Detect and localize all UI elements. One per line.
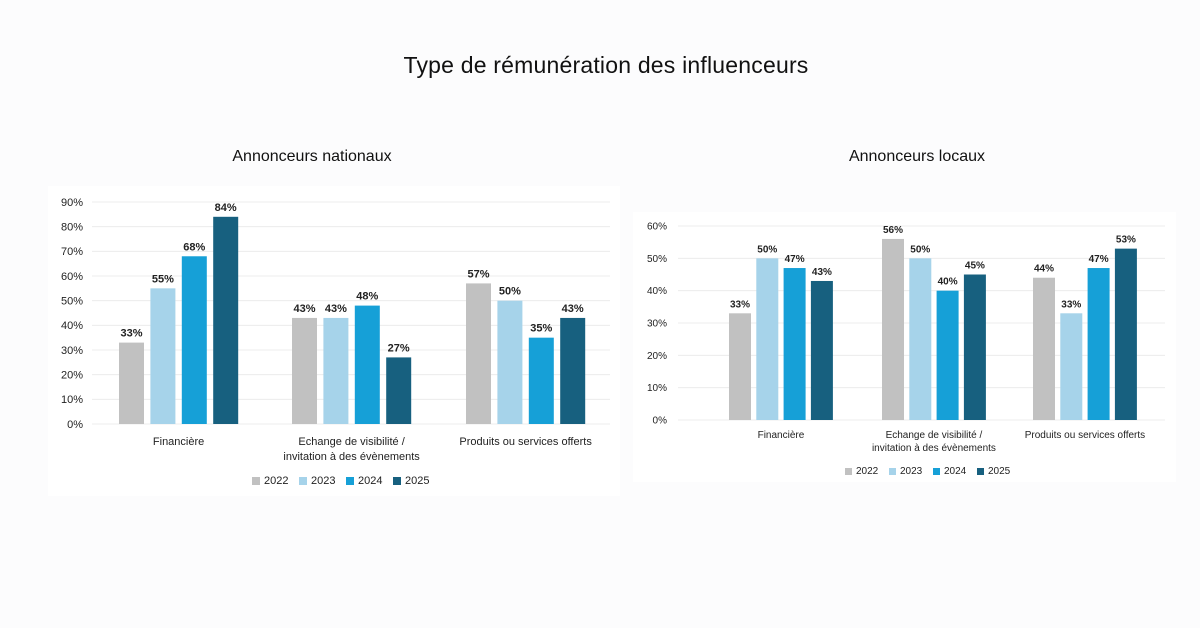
bar-2025-1 bbox=[213, 216, 239, 424]
bar-2024-1 bbox=[783, 268, 806, 420]
legend-label-2025: 2025 bbox=[405, 475, 429, 487]
x-category-label: Produits ou services offerts bbox=[1025, 430, 1145, 441]
bar-2022-3 bbox=[466, 283, 491, 424]
legend-label-2023: 2023 bbox=[311, 475, 335, 487]
y-tick-label: 60% bbox=[61, 271, 83, 283]
x-category-label: Echange de visibilité / bbox=[298, 436, 405, 448]
data-label: 50% bbox=[757, 244, 777, 255]
data-label: 57% bbox=[467, 268, 489, 280]
legend-label-2022: 2022 bbox=[856, 466, 879, 477]
bar-2022-2 bbox=[882, 238, 904, 420]
data-label: 56% bbox=[883, 225, 903, 236]
bar-chart-local: 0% 10% 20% 30% 40% 50% 60% 33% 50% 47% 43% Financiè… bbox=[647, 222, 1165, 477]
bar-2022-1 bbox=[729, 313, 751, 420]
chart-panel-national: 0% 10% 20% 30% 40% 50% 60% 70% 80% 90% 33% 55% 68% 84… bbox=[48, 186, 620, 496]
legend-label-2024: 2024 bbox=[358, 475, 382, 487]
bar-2024-2 bbox=[936, 290, 959, 420]
bar-2023-1 bbox=[756, 258, 779, 420]
data-label: 44% bbox=[1034, 264, 1054, 275]
bar-2023-1 bbox=[150, 288, 176, 424]
bar-2023-2 bbox=[909, 258, 932, 420]
bar-2022-2 bbox=[292, 317, 317, 424]
legend-label-2025: 2025 bbox=[988, 466, 1011, 477]
data-label: 33% bbox=[1061, 299, 1081, 310]
data-label: 35% bbox=[530, 323, 552, 335]
data-label: 68% bbox=[183, 241, 205, 253]
bar-2024-1 bbox=[181, 256, 207, 424]
legend-label-2023: 2023 bbox=[900, 466, 923, 477]
y-tick-label: 80% bbox=[61, 222, 83, 234]
data-label: 53% bbox=[1116, 235, 1136, 246]
chart-title-local: Annonceurs locaux bbox=[848, 148, 986, 165]
x-category-label: invitation à des évènements bbox=[283, 451, 420, 463]
data-label: 27% bbox=[388, 342, 410, 354]
data-label: 33% bbox=[730, 299, 750, 310]
y-tick-label: 30% bbox=[61, 345, 83, 357]
data-label: 47% bbox=[1089, 254, 1109, 265]
data-label: 55% bbox=[152, 273, 174, 285]
data-label: 47% bbox=[785, 254, 805, 265]
x-category-label: Financière bbox=[758, 430, 805, 441]
bar-2022-1 bbox=[119, 342, 144, 424]
legend-label-2022: 2022 bbox=[264, 475, 288, 487]
chart-panel-local: 0% 10% 20% 30% 40% 50% 60% 33% 50% 47% 43% Financiè… bbox=[633, 212, 1176, 482]
bar-2025-1 bbox=[810, 280, 833, 420]
bar-2025-3 bbox=[560, 317, 586, 424]
bar-2024-2 bbox=[354, 305, 380, 424]
y-tick-label: 50% bbox=[61, 296, 83, 308]
legend-swatch-2024 bbox=[933, 468, 940, 475]
bar-2024-3 bbox=[1087, 268, 1110, 420]
y-tick-label: 50% bbox=[647, 254, 667, 265]
y-tick-label: 30% bbox=[647, 319, 667, 330]
bar-2025-2 bbox=[963, 274, 986, 420]
y-tick-label: 10% bbox=[61, 394, 83, 406]
data-label: 45% bbox=[965, 261, 985, 272]
data-label: 43% bbox=[293, 303, 315, 315]
y-tick-label: 90% bbox=[61, 197, 83, 209]
data-label: 40% bbox=[938, 277, 958, 288]
data-label: 50% bbox=[499, 286, 521, 298]
data-label: 43% bbox=[562, 303, 584, 315]
bar-2025-3 bbox=[1114, 248, 1137, 420]
page-title: Type de rémunération des influenceurs bbox=[403, 52, 809, 78]
legend-swatch-2025 bbox=[977, 468, 984, 475]
data-label: 84% bbox=[215, 202, 237, 214]
x-category-label: invitation à des évènements bbox=[872, 443, 996, 454]
bar-2023-3 bbox=[1060, 313, 1083, 420]
bar-2024-3 bbox=[528, 337, 554, 424]
x-category-label: Echange de visibilité / bbox=[886, 430, 983, 441]
legend-swatch-2024 bbox=[346, 477, 354, 485]
bar-chart-national: 0% 10% 20% 30% 40% 50% 60% 70% 80% 90% 33% 55% 68% 84… bbox=[61, 197, 610, 487]
y-tick-label: 0% bbox=[653, 416, 668, 427]
bar-2025-2 bbox=[386, 357, 412, 424]
legend-swatch-2022 bbox=[252, 477, 260, 485]
bar-2022-3 bbox=[1033, 277, 1055, 420]
data-label: 43% bbox=[325, 303, 347, 315]
y-tick-label: 20% bbox=[61, 370, 83, 382]
y-tick-label: 40% bbox=[61, 320, 83, 332]
y-tick-label: 40% bbox=[647, 286, 667, 297]
y-tick-label: 70% bbox=[61, 246, 83, 258]
data-label: 48% bbox=[356, 291, 378, 303]
legend-swatch-2025 bbox=[393, 477, 401, 485]
x-category-label: Financière bbox=[153, 436, 204, 448]
legend-label-2024: 2024 bbox=[944, 466, 967, 477]
data-label: 33% bbox=[120, 328, 142, 340]
x-category-label: Produits ou services offerts bbox=[459, 436, 592, 448]
chart-title-national: Annonceurs nationaux bbox=[232, 148, 392, 165]
data-label: 50% bbox=[910, 244, 930, 255]
data-label: 43% bbox=[812, 267, 832, 278]
bar-2023-3 bbox=[497, 300, 523, 424]
bar-2023-2 bbox=[323, 317, 349, 424]
y-tick-label: 10% bbox=[647, 383, 667, 394]
legend-swatch-2023 bbox=[889, 468, 896, 475]
y-tick-label: 60% bbox=[647, 222, 667, 233]
legend-swatch-2023 bbox=[299, 477, 307, 485]
y-tick-label: 0% bbox=[67, 419, 83, 431]
y-tick-label: 20% bbox=[647, 351, 667, 362]
legend-swatch-2022 bbox=[845, 468, 852, 475]
